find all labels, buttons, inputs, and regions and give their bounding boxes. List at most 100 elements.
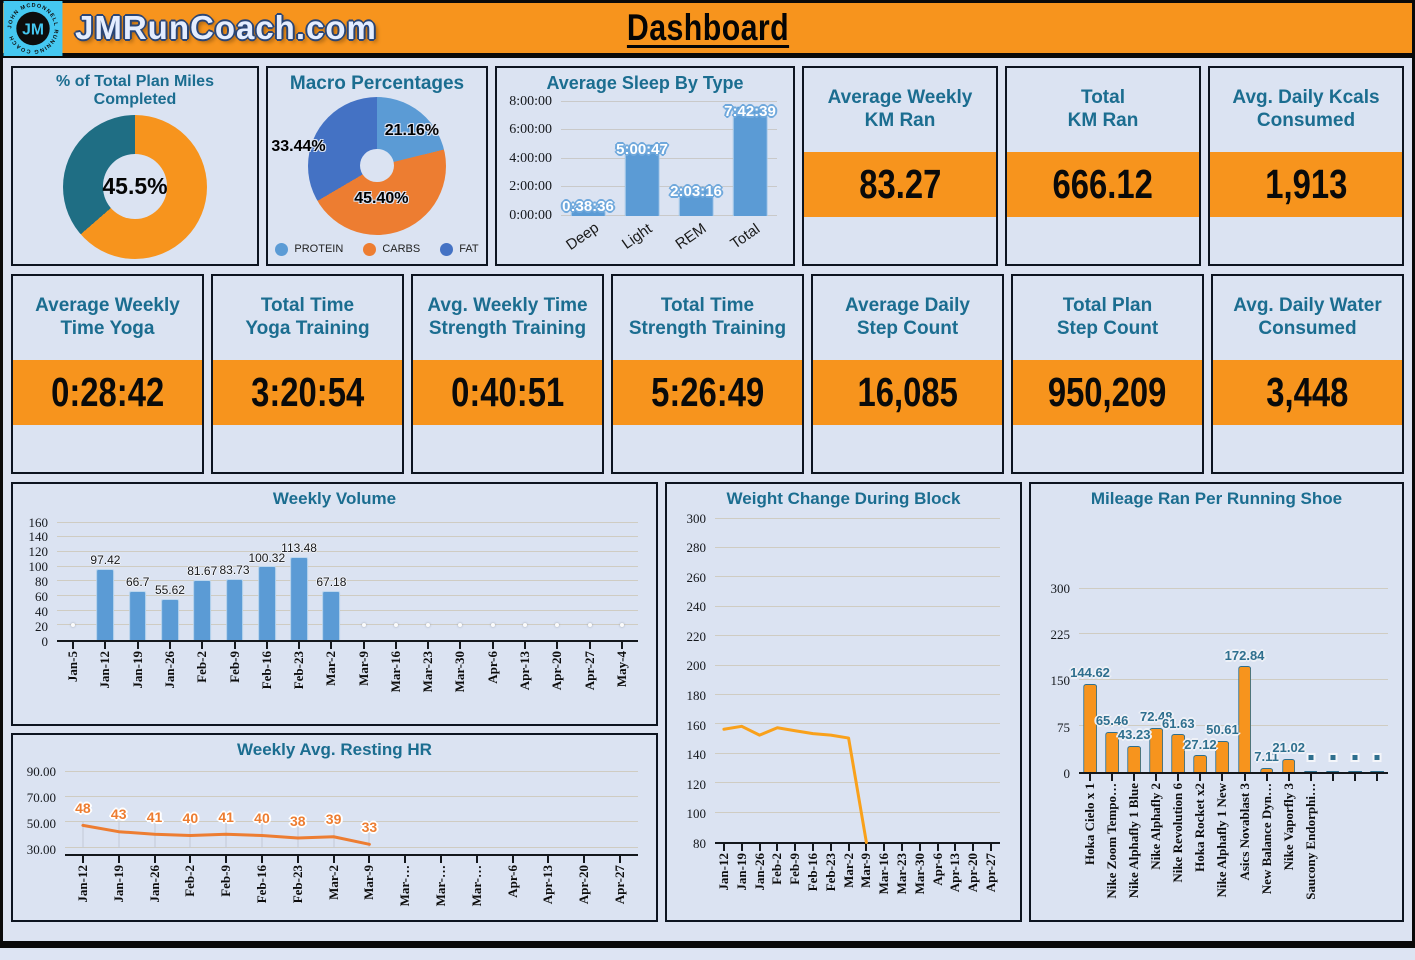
gridline xyxy=(715,664,1000,666)
data-label: 81.67 xyxy=(187,564,218,579)
x-tick-label: Nike Vaporfly 3 xyxy=(1280,783,1296,871)
gridline xyxy=(65,796,638,798)
line-series xyxy=(65,766,638,854)
kpi-average-weekly-km-ran: Average Weekly KM Ran 83.27 xyxy=(802,66,998,266)
x-tick-label: Mar-30 xyxy=(911,853,927,895)
axis-tick xyxy=(459,642,462,649)
y-tick-label: 300 xyxy=(686,510,707,526)
y-tick-label: 200 xyxy=(686,658,707,674)
x-tick-label: Feb-9 xyxy=(218,865,234,897)
axis-tick xyxy=(104,642,107,649)
kpi-total-time-strength: Total Time Strength Training 5:26:49 xyxy=(611,274,804,474)
axis-tick xyxy=(556,642,559,649)
kpi-avg-daily-kcals: Avg. Daily Kcals Consumed 1,913 xyxy=(1208,66,1404,266)
axis-tick xyxy=(1375,774,1378,781)
gridline xyxy=(561,215,777,216)
bar xyxy=(624,144,660,216)
x-tick-label: Light xyxy=(618,220,656,253)
axis-tick xyxy=(918,844,921,851)
kpi-band: 3,448 xyxy=(1213,360,1402,425)
gridline xyxy=(715,517,1000,519)
kpi-title: Avg. Daily Kcals Consumed xyxy=(1232,87,1380,132)
data-label: 100.32 xyxy=(248,550,286,565)
bar xyxy=(322,590,341,640)
fat-dot-icon xyxy=(440,242,454,256)
y-tick-label: 4:00:00 xyxy=(509,150,552,166)
x-tick-label: Jan-19 xyxy=(110,865,126,903)
bar xyxy=(1193,755,1208,772)
kpi-footer xyxy=(1210,217,1402,264)
x-tick-label: Mar-9 xyxy=(361,865,377,900)
zero-value-dot xyxy=(426,623,431,628)
x-tick-label: Feb-23 xyxy=(291,651,307,690)
x-tick-label: Mar-… xyxy=(397,865,413,907)
gridline xyxy=(57,580,638,582)
axis-tick xyxy=(491,642,494,649)
y-tick-label: 2:00:00 xyxy=(509,179,552,195)
axis-tick xyxy=(1199,774,1202,781)
y-tick-label: 90.00 xyxy=(26,764,56,780)
y-tick-label: 100 xyxy=(686,806,707,822)
bar xyxy=(290,556,308,640)
pie-slice-label: 21.16% xyxy=(384,122,440,140)
kpi-value: 950,209 xyxy=(1048,369,1167,416)
chart-title: % of Total Plan Miles Completed xyxy=(56,73,214,109)
y-axis-labels: 0 20 40 60 80 100 120 140 160 xyxy=(15,515,51,649)
x-tick-label: Mar-9 xyxy=(355,651,371,686)
legend-item-protein: PROTEIN xyxy=(275,242,343,256)
kpi-footer xyxy=(213,425,402,472)
axis-tick xyxy=(1265,774,1268,781)
x-axis-labels: Jan-12 Jan-19 Jan-26 Feb-2 Feb-9 Feb-16 Feb-23… xyxy=(65,856,638,918)
chart-title: Average Sleep By Type xyxy=(546,73,744,93)
x-tick-label: Mar-2 xyxy=(325,865,341,900)
x-tick-label: Feb-16 xyxy=(253,865,269,904)
chart-title: Macro Percentages xyxy=(289,73,465,94)
axis-tick xyxy=(201,642,204,649)
axis-tick xyxy=(72,642,75,649)
y-tick-label: 180 xyxy=(686,688,707,704)
jm-logo: JM JOHN MCDONNELL RUNNING COACH xyxy=(3,0,63,56)
axis-tick xyxy=(511,856,514,863)
x-tick-label: Mar-2 xyxy=(323,651,339,686)
gridline xyxy=(715,635,1000,637)
axis-tick xyxy=(1331,774,1334,781)
x-tick-label: New Balance Dyn… xyxy=(1258,783,1274,895)
x-tick-label: Deep xyxy=(563,219,603,254)
x-tick-label: Apr-6 xyxy=(504,865,520,898)
chart-title: Weekly Volume xyxy=(272,489,397,508)
data-label: 40 xyxy=(254,810,270,827)
zero-value-dot xyxy=(523,623,528,628)
axis-tick xyxy=(233,642,236,649)
x-tick-label: Apr-20 xyxy=(549,651,565,691)
data-label: 41 xyxy=(146,808,163,825)
tiny-value-dot xyxy=(1352,755,1358,761)
axis-tick xyxy=(298,642,301,649)
y-tick-label: 140 xyxy=(28,529,49,545)
x-axis-labels: Jan-12 Jan-19 Jan-26 Feb-2 Feb-9 Feb-16 Feb-23… xyxy=(715,844,1000,918)
kpi-value: 16,085 xyxy=(857,369,958,416)
kpi-title: Total Time Strength Training xyxy=(628,295,787,340)
bar xyxy=(257,566,276,640)
zero-value-dot xyxy=(393,623,398,628)
legend-item-carbs: CARBS xyxy=(363,242,420,256)
y-tick-label: 6:00:00 xyxy=(509,122,552,138)
kpi-footer xyxy=(1213,425,1402,472)
shoe-mileage-panel: Mileage Ran Per Running Shoe 0 75 150 225 30… xyxy=(1029,482,1404,922)
axis-tick xyxy=(330,642,333,649)
data-label: 0:38:36 xyxy=(562,198,614,216)
x-tick-label: Jan-5 xyxy=(65,651,81,683)
axis-tick xyxy=(588,642,591,649)
kpi-band: 666.12 xyxy=(1007,152,1199,217)
kpi-total-time-yoga: Total Time Yoga Training 3:20:54 xyxy=(211,274,404,474)
resting-hr-panel: Weekly Avg. Resting HR 30.00 50.00 70.00 90… xyxy=(11,733,658,922)
y-tick-label: 70.00 xyxy=(26,789,56,805)
gridline xyxy=(1079,725,1388,727)
zero-value-dot xyxy=(361,623,366,628)
zero-value-dot xyxy=(458,623,463,628)
resting-hr-chart: 30.00 50.00 70.00 90.00 48 43 41 40 41 40 38 39 33 Ja… xyxy=(15,760,652,918)
axis-tick xyxy=(362,642,365,649)
tiny-value-dot xyxy=(1330,755,1336,761)
kpi-title: Total Time Yoga Training xyxy=(245,295,370,340)
y-tick-label: 80 xyxy=(35,574,48,590)
x-tick-label: Feb-2 xyxy=(194,651,210,683)
